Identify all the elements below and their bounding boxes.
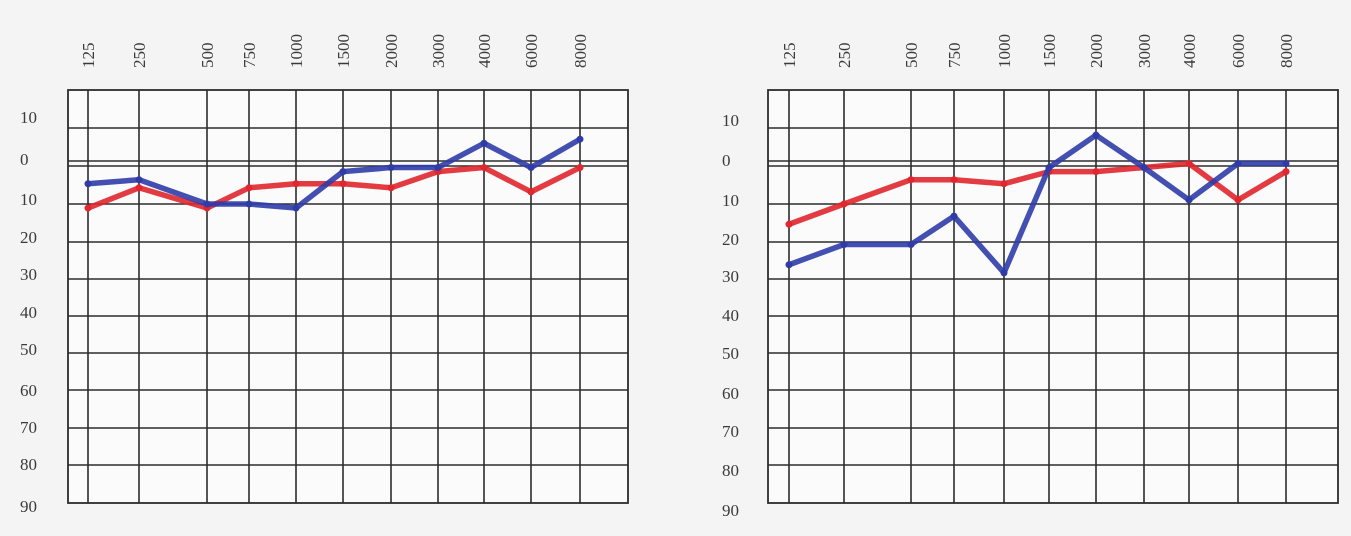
- y-tick-label: 10: [20, 108, 37, 127]
- data-point-blue: [434, 164, 442, 172]
- x-tick-label: 1000: [995, 34, 1014, 68]
- data-point-blue: [339, 168, 347, 176]
- data-point-red: [1092, 168, 1100, 176]
- data-point-red: [907, 176, 915, 184]
- data-point-red: [840, 200, 848, 208]
- data-point-blue: [1234, 160, 1242, 167]
- y-tick-label: 70: [20, 418, 37, 437]
- data-point-blue: [135, 176, 143, 184]
- x-tick-label: 2000: [382, 34, 401, 68]
- data-point-red: [950, 176, 958, 184]
- x-tick-label: 8000: [571, 34, 590, 68]
- data-point-red: [576, 164, 584, 172]
- data-point-blue: [387, 164, 395, 172]
- data-point-blue: [1000, 269, 1008, 277]
- data-point-blue: [1140, 164, 1148, 172]
- data-point-red: [785, 220, 793, 228]
- x-tick-label: 500: [198, 43, 217, 69]
- data-point-blue: [785, 261, 793, 269]
- y-tick-label: 30: [722, 267, 739, 286]
- x-tick-label: 750: [240, 43, 259, 69]
- data-point-blue: [1045, 164, 1053, 172]
- y-tick-label: 40: [20, 303, 37, 322]
- y-tick-label: 60: [20, 381, 37, 400]
- y-tick-label: 0: [722, 151, 731, 170]
- plot-frame: [767, 89, 1339, 504]
- y-tick-label: 10: [722, 111, 739, 130]
- y-tick-label: 0: [20, 150, 29, 169]
- data-point-blue: [840, 241, 848, 248]
- y-tick-label: 80: [20, 455, 37, 474]
- x-tick-label: 8000: [1277, 34, 1296, 68]
- audiogram-chart-1: 125 250 500 750 1000 1500 2000 3000 4000 6000 8000…: [20, 34, 629, 516]
- data-point-blue: [245, 200, 253, 208]
- y-tick-label: 70: [722, 422, 739, 441]
- data-point-blue: [480, 139, 488, 147]
- plot-frame: [67, 89, 629, 504]
- y-tick-label: 60: [722, 384, 739, 403]
- data-point-red: [387, 184, 395, 192]
- data-point-blue: [1282, 160, 1290, 167]
- x-tick-label: 3000: [429, 34, 448, 68]
- audiogram-chart-2: 125 250 500 750 1000 1500 2000 3000 4000 6000 8000…: [722, 34, 1339, 520]
- x-tick-label: 1000: [287, 34, 306, 68]
- x-tick-label: 6000: [522, 34, 541, 68]
- x-tick-label: 4000: [1180, 34, 1199, 68]
- x-tick-label: 1500: [334, 34, 353, 68]
- data-point-red: [135, 184, 143, 192]
- data-point-blue: [576, 135, 584, 143]
- x-tick-label: 6000: [1229, 34, 1248, 68]
- data-point-red: [480, 164, 488, 172]
- data-point-red: [84, 204, 92, 212]
- data-point-red: [1185, 160, 1193, 167]
- data-point-red: [245, 184, 253, 192]
- x-tick-label: 3000: [1135, 34, 1154, 68]
- x-tick-label: 4000: [475, 34, 494, 68]
- data-point-blue: [84, 180, 92, 188]
- data-point-red: [1000, 180, 1008, 188]
- x-tick-label: 750: [945, 43, 964, 69]
- x-tick-label: 250: [835, 43, 854, 69]
- y-tick-label: 10: [20, 190, 37, 209]
- y-tick-label: 10: [722, 191, 739, 210]
- y-tick-label: 90: [20, 497, 37, 516]
- data-point-blue: [527, 164, 535, 172]
- y-tick-label: 30: [20, 265, 37, 284]
- data-point-blue: [907, 241, 915, 248]
- y-tick-label: 20: [722, 230, 739, 249]
- x-tick-label: 1500: [1040, 34, 1059, 68]
- y-tick-label: 40: [722, 306, 739, 325]
- y-tick-label: 50: [20, 340, 37, 359]
- x-tick-label: 125: [79, 43, 98, 69]
- x-tick-label: 250: [130, 43, 149, 69]
- data-point-blue: [1092, 131, 1100, 139]
- y-tick-label: 80: [722, 461, 739, 480]
- x-tick-label: 125: [780, 43, 799, 69]
- data-point-blue: [292, 204, 300, 212]
- y-tick-label: 20: [20, 228, 37, 247]
- y-tick-label: 90: [722, 501, 739, 520]
- x-tick-label: 500: [902, 43, 921, 69]
- data-point-red: [1234, 196, 1242, 204]
- data-point-blue: [950, 212, 958, 220]
- data-point-red: [339, 180, 347, 188]
- data-point-red: [1282, 168, 1290, 176]
- data-point-red: [527, 188, 535, 196]
- data-point-red: [292, 180, 300, 188]
- data-point-blue: [1185, 196, 1193, 204]
- data-point-blue: [203, 200, 211, 208]
- x-tick-label: 2000: [1087, 34, 1106, 68]
- y-tick-label: 50: [722, 344, 739, 363]
